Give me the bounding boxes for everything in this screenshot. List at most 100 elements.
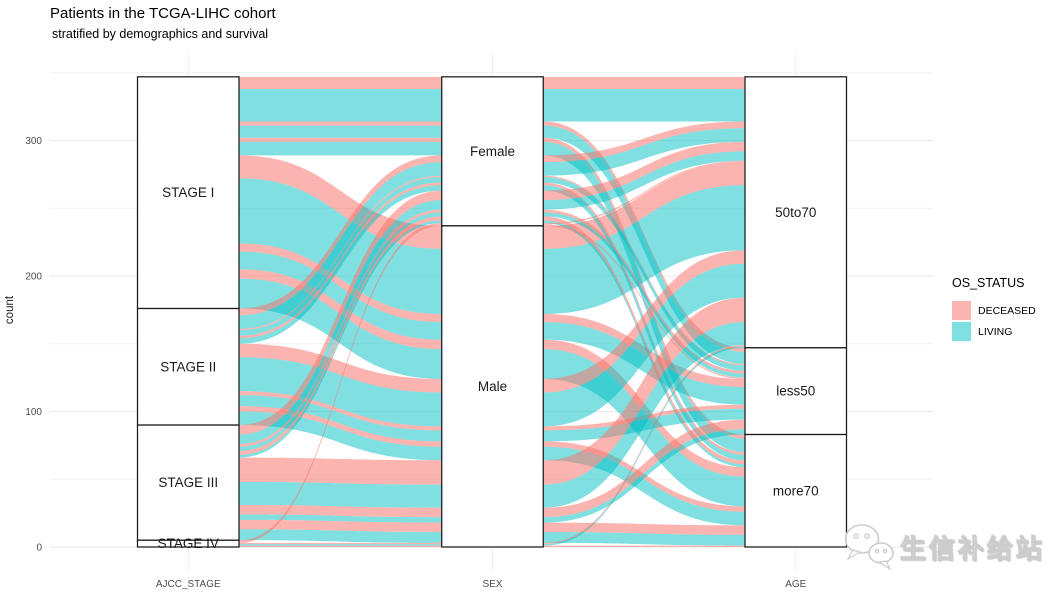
flow-ribbon	[239, 406, 442, 447]
flow-ribbon	[543, 216, 745, 465]
stratum-box	[136, 76, 240, 310]
flow-ribbon	[543, 297, 745, 485]
flow-ribbon	[543, 209, 745, 374]
flow-ribbon	[543, 522, 745, 535]
flow-ribbon	[239, 481, 442, 508]
flow-ribbon	[239, 212, 442, 451]
flow-ribbon	[543, 121, 745, 163]
flow-ribbon	[543, 151, 745, 210]
flow-ribbon	[239, 542, 442, 545]
flow-ribbon	[239, 162, 442, 329]
flow-ribbon	[239, 357, 442, 427]
y-tick-label: 200	[25, 272, 42, 283]
flow-ribbon	[543, 137, 745, 439]
y-tick-label: 300	[25, 136, 42, 147]
flow-ribbon	[239, 89, 442, 122]
flow-ribbon	[239, 529, 442, 543]
flow-ribbon	[239, 223, 442, 542]
flow-ribbon	[543, 322, 745, 508]
flow-ribbon	[239, 200, 442, 445]
flow-ribbon	[543, 185, 745, 314]
flow-ribbon	[239, 190, 442, 435]
stratum-label: Male	[478, 379, 507, 394]
flow-ribbon	[543, 160, 745, 225]
chart-subtitle: stratified by demographics and survival	[52, 27, 269, 41]
flow-ribbon	[543, 345, 745, 545]
flow-ribbon	[543, 89, 745, 122]
flow-ribbon	[239, 220, 442, 458]
x-axis-label: AJCC_STAGE	[156, 579, 221, 590]
flow-ribbon	[239, 155, 442, 316]
stratum-label: STAGE I	[162, 185, 214, 200]
stratum-box	[136, 539, 240, 548]
stratum-label: STAGE II	[160, 359, 216, 374]
flow-ribbon	[239, 177, 442, 336]
flow-ribbon	[239, 391, 442, 431]
flow-ribbon	[543, 128, 745, 176]
chart-title: Patients in the TCGA-LIHC cohort	[50, 5, 276, 22]
flow-ribbon	[239, 141, 442, 156]
stratum-label: STAGE IV	[158, 536, 219, 551]
stratum-box	[744, 433, 848, 548]
flow-ribbon	[239, 121, 442, 126]
flow-ribbon	[239, 514, 442, 523]
flow-ribbon	[239, 185, 442, 344]
stratum-label: 50to70	[775, 205, 816, 220]
stratum-label: less50	[776, 384, 815, 399]
watermark-text: 生信补给站	[899, 533, 1046, 564]
flow-ribbon	[543, 429, 745, 523]
stratum-label: STAGE III	[158, 475, 218, 490]
legend-label-living: LIVING	[978, 325, 1013, 338]
legend-title: OS_STATUS	[952, 276, 1025, 290]
flow-ribbon	[543, 545, 745, 547]
flow-ribbon	[239, 519, 442, 533]
flow-ribbon	[239, 545, 442, 547]
flow-ribbon	[239, 76, 442, 90]
flow-ribbon	[239, 243, 442, 323]
flow-ribbon	[543, 346, 745, 546]
flow-ribbon	[543, 177, 745, 371]
legend-label-deceased: DECEASED	[978, 304, 1036, 317]
stratum-box	[744, 347, 848, 436]
flow-ribbon	[239, 216, 442, 455]
flow-ribbon	[543, 250, 745, 393]
flow-ribbon	[239, 175, 442, 331]
flow-ribbon	[543, 76, 745, 90]
flow-ribbon	[543, 212, 745, 378]
flow-ribbon	[543, 322, 745, 405]
flow-ribbon	[239, 182, 442, 339]
legend-swatch-deceased	[952, 301, 971, 320]
flow-ribbon	[239, 125, 442, 138]
stratum-box	[441, 225, 544, 548]
flow-ribbon	[543, 175, 745, 366]
stratum-box	[136, 307, 240, 426]
x-axis-label: SEX	[482, 579, 502, 590]
flow-ribbon	[239, 209, 442, 447]
stratum-box	[441, 76, 544, 227]
flow-ribbon	[543, 141, 745, 201]
flow-ribbon	[543, 224, 745, 379]
y-tick-label: 100	[25, 407, 42, 418]
flow-ribbon	[239, 343, 442, 393]
y-tick-label: 0	[36, 543, 42, 554]
wechat-bubbles-icon	[844, 524, 894, 571]
watermark: 生信补给站	[842, 520, 1045, 574]
x-axis-label: AGE	[785, 579, 806, 590]
stratum-label: Female	[470, 144, 515, 159]
flow-ribbon	[543, 220, 745, 468]
flow-ribbon	[239, 137, 442, 142]
legend-item-living: LIVING	[952, 321, 1036, 342]
stratum-box	[744, 76, 848, 349]
stratum-label: more70	[773, 483, 819, 498]
y-axis-title: count	[4, 295, 16, 324]
legend: OS_STATUS DECEASED LIVING	[952, 276, 1036, 342]
flow-ribbon	[543, 419, 745, 518]
flow-ribbon	[239, 457, 442, 485]
flow-ribbon	[543, 532, 745, 546]
flow-ribbon	[239, 544, 442, 546]
legend-swatch-living	[952, 322, 971, 341]
flow-ribbon	[239, 251, 442, 340]
flow-ribbon	[239, 224, 442, 543]
